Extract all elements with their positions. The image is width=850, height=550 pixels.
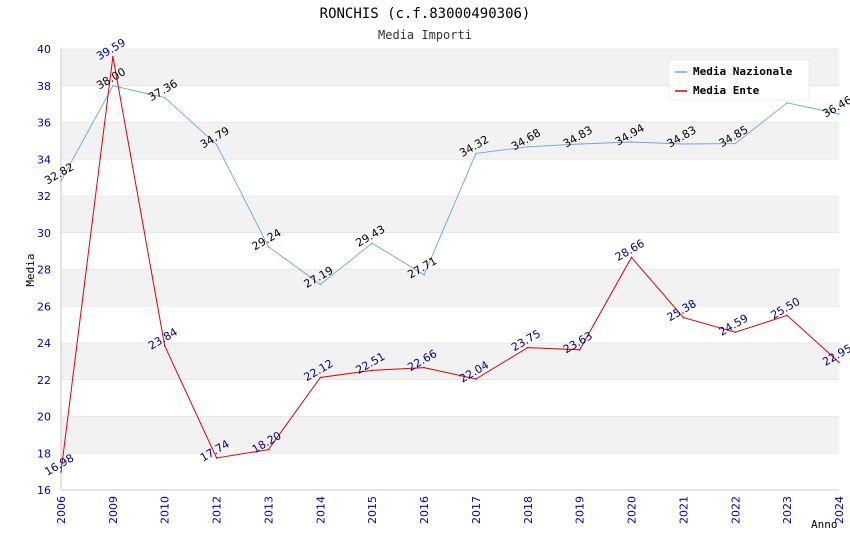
y-tick-label: 32 bbox=[37, 190, 51, 203]
y-tick-label: 16 bbox=[37, 484, 51, 497]
x-tick-label: 2006 bbox=[55, 496, 68, 524]
data-point bbox=[215, 143, 218, 146]
y-tick-label: 24 bbox=[37, 337, 51, 350]
data-point bbox=[371, 369, 374, 372]
series-line-media-nazionale bbox=[60, 85, 840, 285]
grid-band bbox=[61, 416, 839, 454]
x-tick-label: 2017 bbox=[470, 496, 483, 524]
data-point bbox=[630, 256, 633, 259]
data-point bbox=[475, 378, 477, 380]
data-point bbox=[423, 366, 425, 369]
data-point bbox=[371, 242, 374, 245]
series-line-media-ente bbox=[60, 56, 840, 473]
data-point bbox=[112, 84, 114, 87]
data-point bbox=[475, 152, 477, 155]
legend: Media Nazionale Media Ente bbox=[668, 59, 810, 101]
x-axis-ticks: 2006 2009 2010 2012 2013 2014 2015 2016 2017 2018… bbox=[55, 496, 846, 524]
y-tick-label: 22 bbox=[37, 374, 51, 387]
data-point bbox=[527, 346, 529, 349]
data-point bbox=[578, 348, 581, 351]
x-tick-label: 2013 bbox=[262, 496, 275, 524]
grid-band bbox=[61, 232, 839, 270]
data-point bbox=[578, 143, 581, 145]
y-axis-ticks: 16 18 20 22 24 26 28 30 32 34 36 38 40 bbox=[37, 43, 51, 497]
x-tick-label: 2024 bbox=[833, 496, 846, 524]
legend-label-media-nazionale: Media Nazionale bbox=[693, 65, 793, 78]
grid-band bbox=[61, 159, 839, 196]
y-tick-label: 30 bbox=[37, 227, 51, 240]
x-tick-label: 2010 bbox=[159, 496, 172, 524]
x-tick-label: 2012 bbox=[211, 496, 224, 524]
grid-band bbox=[61, 269, 839, 307]
data-point bbox=[215, 457, 218, 459]
data-point bbox=[112, 55, 114, 58]
chart-title: RONCHIS (c.f.83000490306) bbox=[320, 6, 531, 22]
y-axis-label: Media bbox=[24, 253, 37, 286]
data-point bbox=[267, 448, 270, 451]
y-tick-label: 40 bbox=[37, 43, 51, 56]
legend-label-media-ente: Media Ente bbox=[693, 84, 760, 97]
x-tick-label: 2009 bbox=[107, 496, 120, 524]
data-point bbox=[267, 245, 270, 248]
x-tick-label: 2014 bbox=[314, 496, 327, 524]
data-point bbox=[423, 274, 425, 276]
x-tick-label: 2023 bbox=[781, 496, 794, 524]
y-tick-label: 38 bbox=[37, 80, 51, 93]
x-tick-label: 2020 bbox=[626, 496, 639, 524]
y-tick-label: 36 bbox=[37, 117, 51, 130]
chart-subtitle: Media Importi bbox=[378, 28, 472, 42]
data-point bbox=[786, 314, 788, 317]
data-point bbox=[682, 316, 685, 319]
series-lines bbox=[60, 55, 840, 473]
x-tick-label: 2015 bbox=[366, 496, 379, 524]
data-point bbox=[60, 471, 62, 473]
data-point bbox=[838, 361, 840, 364]
grid-band bbox=[61, 122, 839, 160]
data-point bbox=[527, 145, 529, 148]
grid-band bbox=[61, 379, 839, 417]
x-axis-label: Anno bbox=[811, 518, 838, 531]
grid-bands bbox=[60, 48, 839, 491]
data-point bbox=[60, 180, 62, 182]
grid-band bbox=[61, 453, 839, 490]
data-point bbox=[734, 331, 737, 333]
data-point bbox=[630, 141, 633, 143]
data-point bbox=[163, 345, 166, 347]
x-tick-label: 2016 bbox=[418, 496, 431, 524]
data-point bbox=[682, 143, 685, 145]
x-tick-label: 2022 bbox=[729, 496, 742, 524]
data-point bbox=[163, 96, 166, 99]
x-tick-label: 2019 bbox=[574, 496, 587, 524]
y-tick-label: 28 bbox=[37, 264, 51, 277]
y-tick-label: 18 bbox=[37, 447, 51, 460]
x-tick-label: 2021 bbox=[677, 496, 690, 524]
x-tick-label: 2018 bbox=[522, 496, 535, 524]
data-point bbox=[319, 376, 322, 379]
data-point bbox=[734, 142, 737, 145]
y-tick-label: 20 bbox=[37, 411, 51, 424]
data-point bbox=[319, 283, 322, 286]
y-tick-label: 26 bbox=[37, 300, 51, 313]
data-point bbox=[786, 102, 788, 104]
legend-box bbox=[668, 59, 810, 101]
y-tick-label: 34 bbox=[37, 153, 51, 166]
data-point bbox=[838, 113, 840, 115]
